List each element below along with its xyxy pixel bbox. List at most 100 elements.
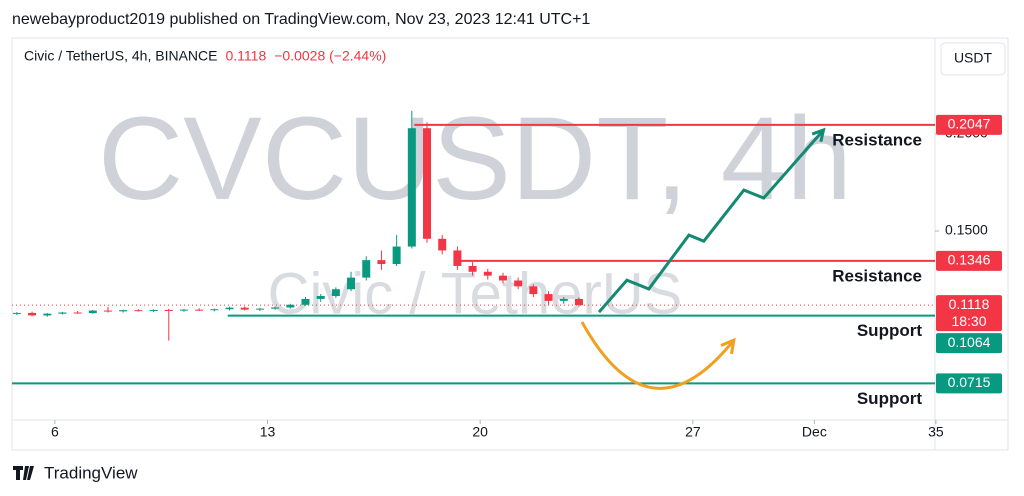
publisher: newebayproduct2019 published on TradingV… [12,11,590,28]
price-tag [936,114,1002,135]
last-price-tag [936,295,1002,332]
header-change: −0.0028 (−2.44%) [274,48,386,64]
candle [179,309,188,312]
price-tag-label: 0.0715 [948,374,991,390]
candle-body [423,128,432,239]
candle-body [514,280,523,287]
brand: TradingView [44,463,138,482]
price-tag [936,250,1002,271]
candle [392,234,401,266]
projection-arrowhead [811,127,826,142]
candle [529,284,538,297]
price-tag [936,373,1002,394]
candle-body [286,304,295,308]
candle-body [58,312,67,314]
candle-body [468,265,477,272]
chart-frame [11,37,1009,451]
x-tick-label: Dec [802,424,827,440]
candle [559,296,568,304]
candle-body [271,307,280,309]
candle-body [28,312,37,316]
alt-projection-path [580,321,736,390]
candle [225,306,234,311]
candle [88,309,97,314]
candle-body [301,298,310,305]
logo-icon [13,466,34,480]
candle-body [331,289,340,297]
candle [453,246,462,270]
candle-body [347,277,356,290]
candle [240,306,249,311]
candle [423,122,432,243]
x-tick-label: 35 [928,424,944,440]
candle-body [438,238,447,251]
candle [58,311,67,315]
candle [210,308,219,312]
candle [164,308,173,341]
candle-body [453,250,462,266]
candle [134,309,143,312]
candle-body [149,309,158,311]
level-label: Support [857,321,922,340]
candle [468,262,477,276]
candle [28,311,37,317]
candle [286,303,295,309]
x-tick-label: 6 [51,424,59,440]
candle [514,277,523,290]
candle [377,250,386,270]
candle [195,308,204,311]
x-tick-label: 27 [685,424,701,440]
candle-body [255,308,264,310]
logo [13,466,34,480]
price-tag-label: 0.2047 [948,116,991,132]
candle-body [210,309,219,311]
candle [407,110,416,249]
x-tick-label: 20 [472,424,488,440]
alt-projection-arrowhead [720,337,736,355]
price-tag-label: 0.1346 [948,252,991,268]
candle [574,297,583,307]
projection-path [597,128,825,314]
candle [149,309,158,313]
level-label: Resistance [832,266,922,285]
currency-button[interactable] [940,42,1006,76]
candle [544,291,553,305]
countdown: 18:30 [951,313,986,329]
candle-body [240,307,249,310]
candle-body [119,310,128,312]
candle [362,256,371,281]
candle-body [392,246,401,265]
candle-body [407,128,416,247]
candle [43,312,52,317]
price-tag [936,333,1002,354]
currency[interactable]: USDT [954,50,993,66]
candle-body [377,260,386,265]
symbol-title: Civic / TetherUS, 4h, BINANCE [24,48,217,64]
candle-body [529,286,538,295]
candle [73,310,82,314]
candle-body [73,312,82,314]
candle-body [362,260,371,278]
candle-body [12,312,21,314]
y-tick-label: 0.1500 [945,222,988,238]
candle-body [483,271,492,276]
candle [301,296,310,306]
candle [438,234,447,255]
candle-body [195,309,204,311]
candle-body [164,309,173,311]
candle [331,287,340,298]
candle [483,268,492,280]
candle-body [574,298,583,306]
candle-body [104,310,113,312]
candle [104,306,113,313]
candle [316,294,325,302]
header-price: 0.1118 [225,48,266,64]
candle-body [88,310,97,314]
x-tick-label: 13 [260,424,276,440]
level-label: Resistance [832,130,922,149]
candle-body [43,313,52,316]
candle-body [544,294,553,301]
candle-body [179,309,188,311]
